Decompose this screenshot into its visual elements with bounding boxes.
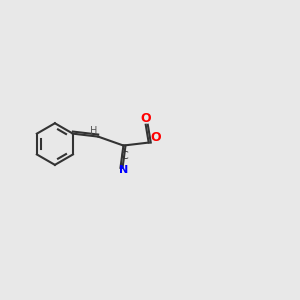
- Text: O: O: [150, 131, 160, 144]
- Text: C: C: [120, 151, 128, 161]
- Text: H: H: [90, 126, 98, 136]
- Text: O: O: [140, 112, 151, 125]
- Text: N: N: [119, 165, 128, 175]
